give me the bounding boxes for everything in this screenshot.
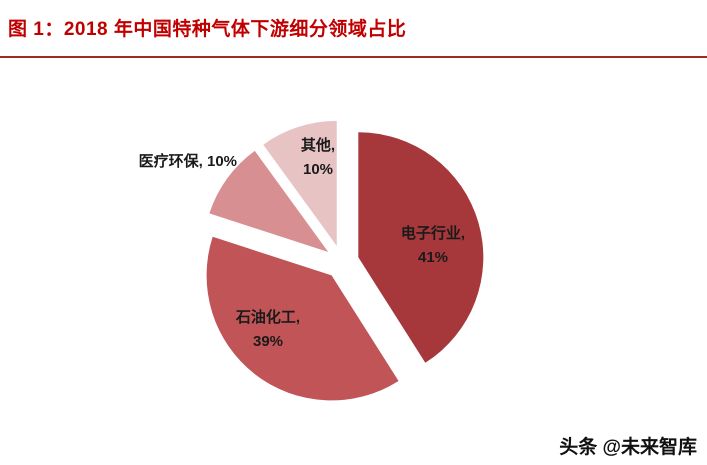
pie-slice-label-3: 其他, 10% xyxy=(301,136,335,178)
pie-slice-1 xyxy=(206,236,399,401)
pie-slice-label-1: 石油化工, 39% xyxy=(235,308,300,350)
pie-slice-label-2: 医疗环保, 10% xyxy=(139,152,237,170)
figure-title: 图 1：2018 年中国特种气体下游细分领域占比 xyxy=(8,19,407,40)
pie-chart: 电子行业, 41% 石油化工, 39% 医疗环保, 10% 其他, 10% xyxy=(139,120,484,401)
watermark: 头条 @未来智库 xyxy=(559,437,697,458)
pie-slice-0 xyxy=(358,132,484,363)
pie-slice-2 xyxy=(209,150,329,253)
title-underline xyxy=(0,56,707,58)
pie-slice-3 xyxy=(263,120,337,246)
pie-slice-label-0: 电子行业, 41% xyxy=(401,224,465,266)
